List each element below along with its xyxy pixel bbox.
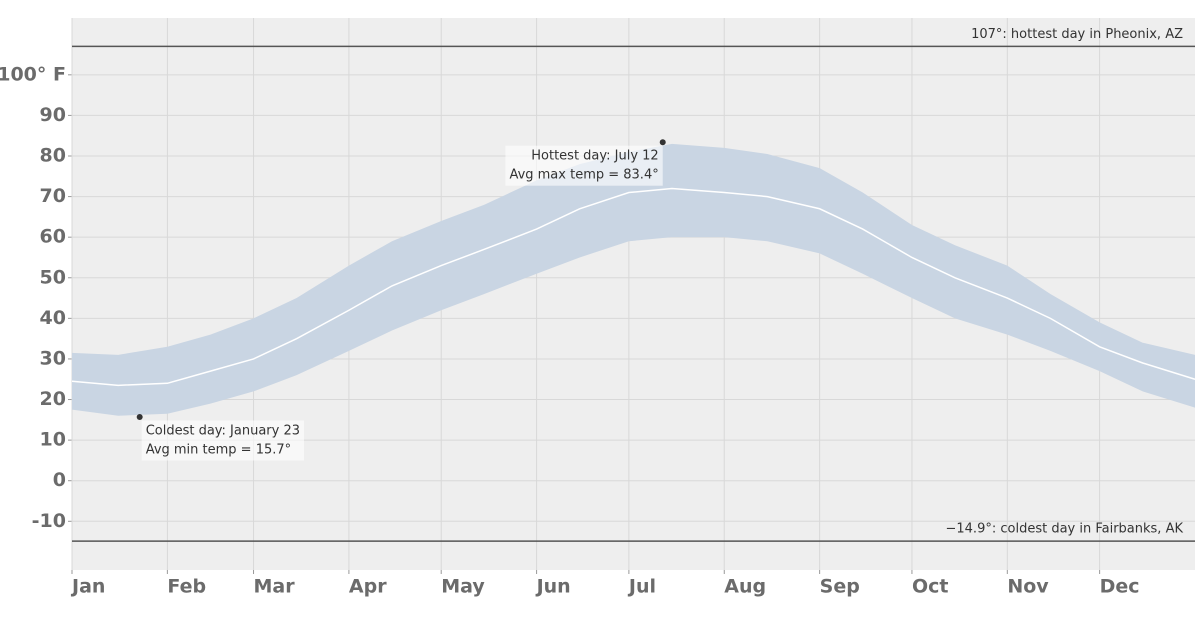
annotation-text: Hottest day: July 12 xyxy=(531,149,658,164)
annotation-text: Avg min temp = 15.7° xyxy=(146,442,291,457)
temperature-band xyxy=(72,143,1195,416)
x-tick-label: Feb xyxy=(167,576,206,598)
y-tick-label: -10 xyxy=(32,510,66,532)
y-tick-label: 0 xyxy=(53,469,66,491)
y-tick-label: 80 xyxy=(40,145,66,167)
y-tick-label: 20 xyxy=(40,388,66,410)
x-tick-label: Jan xyxy=(70,576,105,598)
annotation-text: Avg max temp = 83.4° xyxy=(509,168,658,183)
x-tick-label: Nov xyxy=(1007,576,1049,598)
annotation-box xyxy=(141,420,305,461)
y-tick-label: 30 xyxy=(40,347,66,369)
x-tick-label: Apr xyxy=(349,576,387,598)
annotation-point xyxy=(659,139,666,146)
y-tick-label: 10 xyxy=(40,429,66,451)
y-tick-label: 50 xyxy=(40,266,66,288)
x-tick-label: May xyxy=(441,576,485,598)
reference-label: 107°: hottest day in Pheonix, AZ xyxy=(971,27,1183,42)
x-tick-label: Sep xyxy=(820,576,860,598)
annotation-point xyxy=(136,413,143,420)
reference-label: −14.9°: coldest day in Fairbanks, AK xyxy=(946,522,1184,537)
y-tick-label: 60 xyxy=(40,226,66,248)
x-tick-label: Oct xyxy=(912,576,949,598)
annotation-box xyxy=(505,145,663,186)
x-tick-label: Dec xyxy=(1100,576,1140,598)
y-tick-label: 40 xyxy=(40,307,66,329)
y-tick-label: 90 xyxy=(40,104,66,126)
x-tick-label: Aug xyxy=(724,576,766,598)
annotation-text: Coldest day: January 23 xyxy=(146,423,300,438)
x-tick-label: Jun xyxy=(535,576,571,598)
x-tick-label: Mar xyxy=(254,576,296,598)
y-tick-label: 100° F xyxy=(0,63,66,85)
x-tick-label: Jul xyxy=(627,576,656,598)
average-line xyxy=(71,187,1196,387)
y-tick-label: 70 xyxy=(40,185,66,207)
